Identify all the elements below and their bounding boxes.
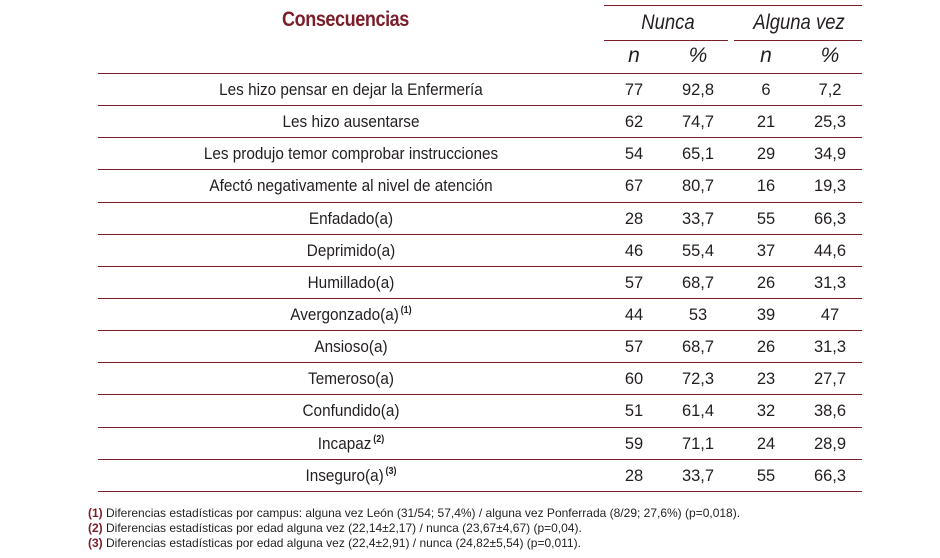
cell-n-nunca: 46 [624, 241, 644, 260]
cell-n-alguna: 39 [756, 305, 776, 324]
table-row: Enfadado(a) 28 33,7 55 66,3 [98, 203, 862, 235]
cell-pct-alguna: 44,6 [813, 241, 847, 260]
footnote-mark: (1) [400, 305, 412, 317]
row-label: Avergonzado(a) (1) [290, 304, 412, 324]
cell-n-alguna: 37 [756, 241, 776, 260]
cell-pct-nunca: 53 [688, 305, 708, 324]
cell-n-nunca: 67 [624, 177, 644, 196]
footnotes: (1) Diferencias estadísticas por campus:… [88, 506, 740, 551]
cell-pct-nunca: 68,7 [681, 338, 715, 357]
cell-pct-alguna: 47 [820, 305, 840, 324]
cell-n-nunca: 57 [624, 273, 644, 292]
cell-n-alguna: 55 [756, 466, 776, 485]
cell-n-nunca: 51 [624, 402, 644, 421]
cell-pct-nunca: 33,7 [681, 466, 715, 485]
cell-pct-nunca: 33,7 [681, 209, 715, 228]
table-row: Ansioso(a) 57 68,7 26 31,3 [98, 331, 862, 364]
cell-pct-nunca: 74,7 [681, 113, 715, 132]
table-row: Incapaz (2) 59 71,1 24 28,9 [98, 428, 862, 460]
header-rule [98, 73, 862, 74]
table-row: Les hizo pensar en dejar la Enfermería 77… [98, 74, 862, 107]
subheader-pct-alguna: % [820, 44, 840, 67]
cell-n-nunca: 60 [624, 370, 644, 389]
table-body: Les hizo pensar en dejar la Enfermería 77… [98, 74, 862, 492]
cell-pct-nunca: 61,4 [681, 402, 715, 421]
row-label: Les hizo pensar en dejar la Enfermería [219, 80, 483, 99]
cell-n-nunca: 62 [624, 113, 644, 132]
cell-n-alguna: 6 [761, 81, 771, 99]
cell-pct-nunca: 72,3 [681, 370, 715, 389]
cell-n-nunca: 59 [624, 434, 644, 453]
cell-pct-alguna: 7,2 [818, 81, 842, 99]
cell-n-nunca: 28 [624, 209, 644, 228]
row-label: Humillado(a) [307, 272, 395, 292]
table-row: Deprimido(a) 46 55,4 37 44,6 [98, 235, 862, 267]
row-label: Incapaz (2) [317, 433, 385, 453]
cell-pct-alguna: 66,3 [813, 209, 847, 228]
cell-n-alguna: 55 [756, 209, 776, 228]
cell-pct-alguna: 27,7 [813, 370, 847, 389]
cell-pct-alguna: 66,3 [813, 466, 847, 485]
footnote-mark: (2) [373, 433, 385, 445]
group-rule-alguna [734, 40, 862, 41]
row-label: Confundido(a) [302, 401, 400, 421]
cell-pct-alguna: 25,3 [813, 113, 847, 132]
subheader-n-alguna: n [760, 44, 772, 67]
row-label: Enfadado(a) [308, 208, 394, 228]
footnote: (3) Diferencias estadísticas por edad al… [88, 536, 581, 550]
table-row: Confundido(a) 51 61,4 32 38,6 [98, 395, 862, 428]
row-label: Les hizo ausentarse [282, 112, 420, 132]
cell-n-alguna: 29 [756, 145, 776, 164]
row-label: Afectó negativamente al nivel de atenció… [209, 176, 493, 196]
row-label: Temeroso(a) [308, 369, 394, 389]
header-nunca: Nunca [641, 11, 695, 34]
cell-pct-alguna: 38,6 [813, 402, 847, 421]
table-row: Les hizo ausentarse 62 74,7 21 25,3 [98, 106, 862, 139]
cell-n-alguna: 32 [756, 402, 776, 421]
cell-pct-alguna: 31,3 [813, 273, 847, 292]
group-rule-nunca [604, 40, 728, 41]
table-row: Inseguro(a) (3) 28 33,7 55 66,3 [98, 460, 862, 492]
table-title: Consecuencias [282, 8, 409, 31]
cell-pct-alguna: 34,9 [813, 145, 847, 164]
cell-n-alguna: 26 [756, 273, 776, 292]
subheader-pct-nunca: % [688, 44, 708, 67]
cell-n-nunca: 54 [624, 145, 644, 164]
row-label: Inseguro(a) (3) [305, 465, 397, 485]
cell-n-nunca: 77 [624, 81, 644, 99]
row-label: Deprimido(a) [306, 240, 396, 260]
cell-pct-alguna: 31,3 [813, 338, 847, 357]
cell-pct-alguna: 28,9 [813, 434, 847, 453]
cell-n-alguna: 24 [756, 434, 776, 453]
cell-n-nunca: 57 [624, 338, 644, 357]
table-row: Les produjo temor comprobar instruccione… [98, 138, 862, 171]
cell-n-alguna: 23 [756, 370, 776, 389]
header-alguna-vez: Alguna vez [753, 11, 845, 34]
cell-n-alguna: 26 [756, 338, 776, 357]
table-row: Humillado(a) 57 68,7 26 31,3 [98, 267, 862, 299]
cell-n-nunca: 44 [624, 305, 644, 324]
subheader-n-nunca: n [628, 44, 640, 67]
cell-n-alguna: 16 [756, 177, 776, 196]
cell-pct-nunca: 92,8 [681, 81, 715, 99]
footnote-mark: (3) [385, 466, 397, 478]
cell-pct-nunca: 68,7 [681, 273, 715, 292]
cell-pct-nunca: 55,4 [681, 241, 715, 260]
row-label: Les produjo temor comprobar instruccione… [203, 144, 499, 164]
footnote: (2) Diferencias estadísticas por edad al… [88, 521, 582, 535]
top-rule [604, 5, 862, 6]
cell-pct-nunca: 71,1 [681, 434, 715, 453]
table-row: Afectó negativamente al nivel de atenció… [98, 170, 862, 203]
table-row: Temeroso(a) 60 72,3 23 27,7 [98, 363, 862, 396]
row-label: Ansioso(a) [314, 337, 388, 357]
cell-pct-alguna: 19,3 [813, 177, 847, 196]
footnote: (1) Diferencias estadísticas por campus:… [88, 506, 741, 520]
cell-pct-nunca: 65,1 [681, 145, 715, 164]
cell-pct-nunca: 80,7 [681, 177, 715, 196]
table-row: Avergonzado(a) (1) 44 53 39 47 [98, 299, 862, 332]
cell-n-alguna: 21 [756, 113, 776, 132]
cell-n-nunca: 28 [624, 466, 644, 485]
